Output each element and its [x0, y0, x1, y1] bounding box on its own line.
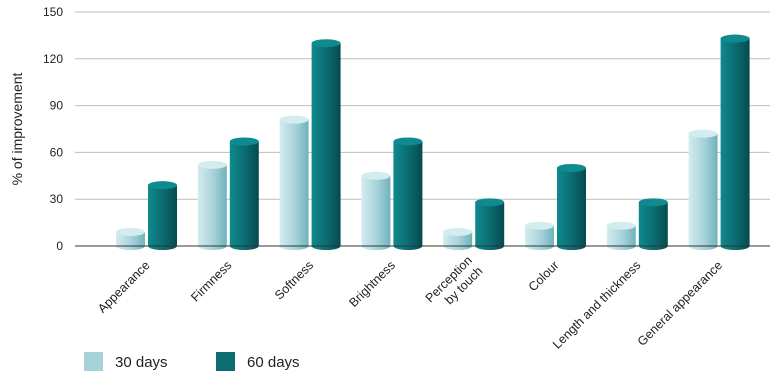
legend-item-30-days: 30 days: [84, 352, 168, 371]
y-tick-label: 120: [43, 52, 63, 66]
bar-60-days: [229, 137, 259, 250]
y-tick-label: 0: [56, 239, 63, 253]
y-tick-label: 150: [43, 5, 63, 19]
y-tick-label: 30: [50, 192, 64, 206]
bar-60-days: [720, 34, 750, 250]
bar-30-days: [606, 221, 636, 250]
x-category-label: Perceptionby touch: [423, 253, 486, 316]
bars: [116, 34, 750, 251]
bar-30-days: [688, 129, 718, 250]
y-tick-label: 60: [50, 145, 64, 159]
bar-60-days: [638, 198, 668, 250]
x-category-label: General appearance: [635, 258, 726, 349]
bar-30-days: [116, 227, 145, 250]
legend-label: 30 days: [115, 354, 168, 371]
legend-swatch: [84, 352, 103, 371]
x-category-label: Firmness: [188, 258, 234, 304]
x-axis-categories: Appearance Firmness Softness Brightness Perc…: [95, 253, 725, 351]
bar-30-days: [197, 160, 227, 250]
legend-label: 60 days: [247, 354, 300, 371]
legend-item-60-days: 60 days: [216, 352, 300, 371]
x-category-label: Softness: [272, 258, 316, 302]
y-axis-label: % of improvement: [9, 72, 25, 185]
bar-30-days: [443, 227, 473, 250]
bar-60-days: [311, 39, 341, 251]
bar-30-days: [361, 171, 391, 250]
bar-60-days: [557, 164, 586, 250]
x-category-label: Length and thickness: [550, 258, 643, 351]
x-category-label: Colour: [526, 258, 562, 294]
y-axis-ticks: 0 30 60 90 120 150: [43, 5, 63, 253]
bar-30-days: [279, 115, 309, 250]
bar-60-days: [393, 137, 423, 250]
x-category-label: Appearance: [95, 258, 153, 316]
y-tick-label: 90: [50, 99, 64, 113]
legend: 30 days 60 days: [84, 352, 300, 371]
bar-60-days: [475, 198, 505, 250]
bar-30-days: [525, 221, 554, 250]
legend-swatch: [216, 352, 235, 371]
x-category-label: Brightness: [346, 258, 398, 310]
bar-60-days: [148, 181, 177, 250]
